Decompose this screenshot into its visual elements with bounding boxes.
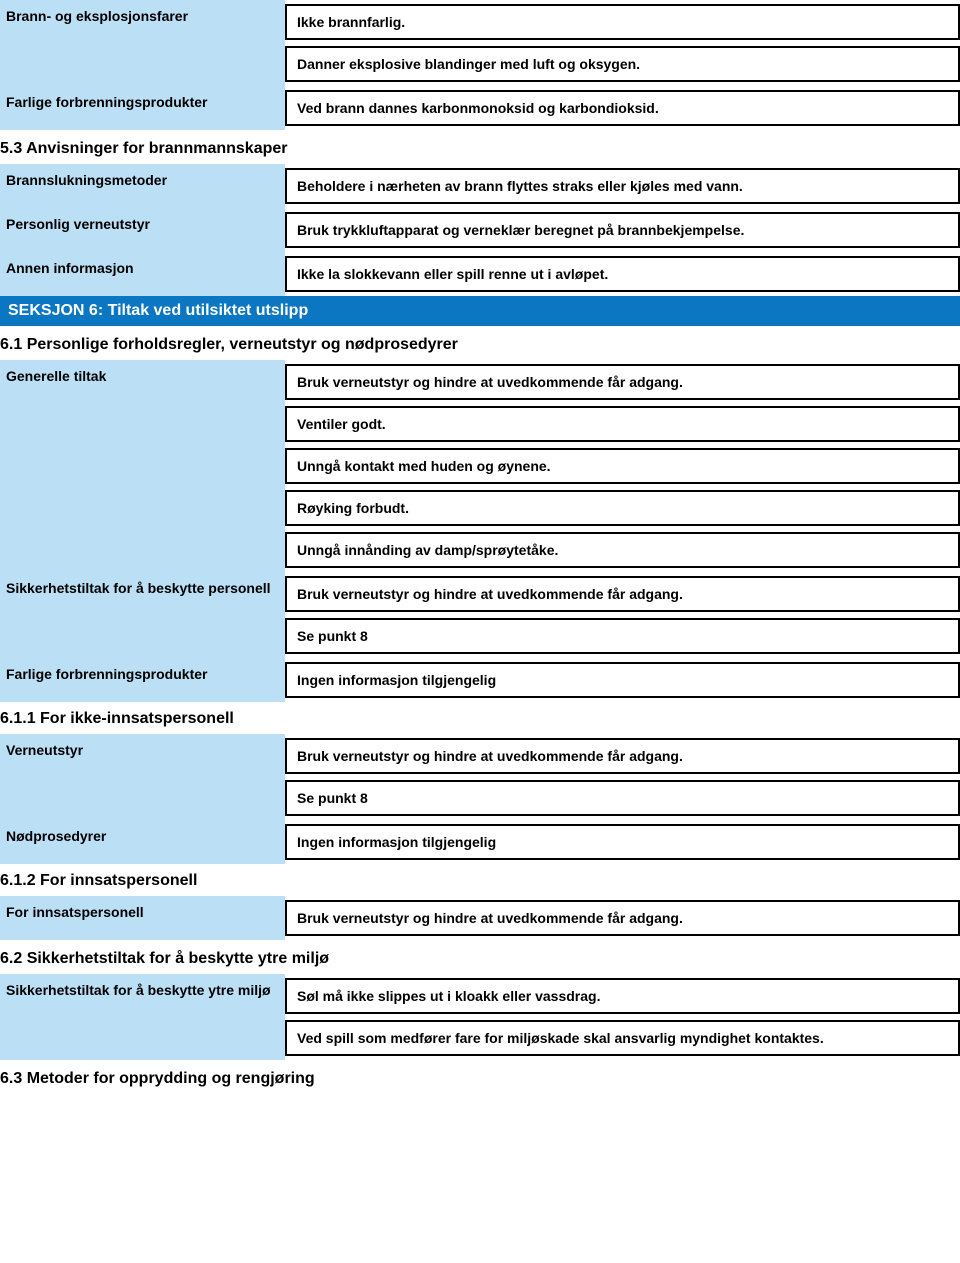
row-for-innsats: For innsatspersonell Bruk verneutstyr og… (0, 896, 960, 940)
value-text: Ved spill som medfører fare for miljøska… (285, 1020, 960, 1056)
row-combustion: Farlige forbrenningsprodukter Ved brann … (0, 86, 960, 130)
value-text: Ingen informasjon tilgjengelig (285, 662, 960, 698)
value-text: Ventiler godt. (285, 406, 960, 442)
value-text: Ingen informasjon tilgjengelig (285, 824, 960, 860)
row-protect-env: Sikkerhetstiltak for å beskytte ytre mil… (0, 974, 960, 1060)
value-text: Bruk trykkluftapparat og verneklær bereg… (285, 212, 960, 248)
value-wrap: Ikke la slokkevann eller spill renne ut … (285, 252, 960, 296)
value-text: Se punkt 8 (285, 780, 960, 816)
value-text: Bruk verneutstyr og hindre at uvedkommen… (285, 364, 960, 400)
label-emergency: Nødprosedyrer (0, 820, 285, 864)
label-combustion2: Farlige forbrenningsprodukter (0, 658, 285, 702)
value-text: Unngå kontakt med huden og øynene. (285, 448, 960, 484)
label-extinguish: Brannslukningsmetoder (0, 164, 285, 208)
value-wrap: Bruk verneutstyr og hindre at uvedkommen… (285, 572, 960, 658)
row-combustion2: Farlige forbrenningsprodukter Ingen info… (0, 658, 960, 702)
label-fire-explosion: Brann- og eksplosjonsfarer (0, 0, 285, 86)
value-text: Ved brann dannes karbonmonoksid og karbo… (285, 90, 960, 126)
row-fire-explosion: Brann- og eksplosjonsfarer Ikke brannfar… (0, 0, 960, 86)
row-emergency: Nødprosedyrer Ingen informasjon tilgjeng… (0, 820, 960, 864)
value-text: Bruk verneutstyr og hindre at uvedkommen… (285, 738, 960, 774)
value-wrap: Bruk verneutstyr og hindre at uvedkommen… (285, 360, 960, 572)
section-6-2-title: 6.2 Sikkerhetstiltak for å beskytte ytre… (0, 940, 960, 974)
value-wrap: Bruk verneutstyr og hindre at uvedkommen… (285, 734, 960, 820)
value-text: Søl må ikke slippes ut i kloakk eller va… (285, 978, 960, 1014)
label-combustion: Farlige forbrenningsprodukter (0, 86, 285, 130)
label-other-info: Annen informasjon (0, 252, 285, 296)
value-text: Ikke la slokkevann eller spill renne ut … (285, 256, 960, 292)
value-text: Bruk verneutstyr og hindre at uvedkommen… (285, 900, 960, 936)
label-protect-env: Sikkerhetstiltak for å beskytte ytre mil… (0, 974, 285, 1060)
row-other-info: Annen informasjon Ikke la slokkevann ell… (0, 252, 960, 296)
label-general: Generelle tiltak (0, 360, 285, 572)
value-wrap: Bruk trykkluftapparat og verneklær bereg… (285, 208, 960, 252)
row-ppe: Personlig verneutstyr Bruk trykkluftappa… (0, 208, 960, 252)
value-text: Se punkt 8 (285, 618, 960, 654)
section-6-3-title: 6.3 Metoder for opprydding og rengjøring (0, 1060, 960, 1094)
value-text: Røyking forbudt. (285, 490, 960, 526)
value-text: Bruk verneutstyr og hindre at uvedkommen… (285, 576, 960, 612)
value-text: Ikke brannfarlig. (285, 4, 960, 40)
value-wrap: Beholdere i nærheten av brann flyttes st… (285, 164, 960, 208)
section-6-1-1-title: 6.1.1 For ikke-innsatspersonell (0, 702, 960, 734)
label-protect-personnel: Sikkerhetstiltak for å beskytte personel… (0, 572, 285, 658)
section-6-1-title: 6.1 Personlige forholdsregler, verneutst… (0, 326, 960, 360)
value-wrap: Ved brann dannes karbonmonoksid og karbo… (285, 86, 960, 130)
label-for-innsats: For innsatspersonell (0, 896, 285, 940)
label-verneutstyr: Verneutstyr (0, 734, 285, 820)
row-verneutstyr: Verneutstyr Bruk verneutstyr og hindre a… (0, 734, 960, 820)
value-wrap: Ingen informasjon tilgjengelig (285, 658, 960, 702)
section-6-1-2-title: 6.1.2 For innsatspersonell (0, 864, 960, 896)
value-text: Danner eksplosive blandinger med luft og… (285, 46, 960, 82)
value-wrap: Ikke brannfarlig. Danner eksplosive blan… (285, 0, 960, 86)
section-6-banner: SEKSJON 6: Tiltak ved utilsiktet utslipp (0, 296, 960, 326)
value-wrap: Søl må ikke slippes ut i kloakk eller va… (285, 974, 960, 1060)
label-ppe: Personlig verneutstyr (0, 208, 285, 252)
value-text: Beholdere i nærheten av brann flyttes st… (285, 168, 960, 204)
value-text: Unngå innånding av damp/sprøytetåke. (285, 532, 960, 568)
section-5-3-title: 5.3 Anvisninger for brannmannskaper (0, 130, 960, 164)
value-wrap: Bruk verneutstyr og hindre at uvedkommen… (285, 896, 960, 940)
row-protect-personnel: Sikkerhetstiltak for å beskytte personel… (0, 572, 960, 658)
row-extinguish: Brannslukningsmetoder Beholdere i nærhet… (0, 164, 960, 208)
value-wrap: Ingen informasjon tilgjengelig (285, 820, 960, 864)
row-general: Generelle tiltak Bruk verneutstyr og hin… (0, 360, 960, 572)
